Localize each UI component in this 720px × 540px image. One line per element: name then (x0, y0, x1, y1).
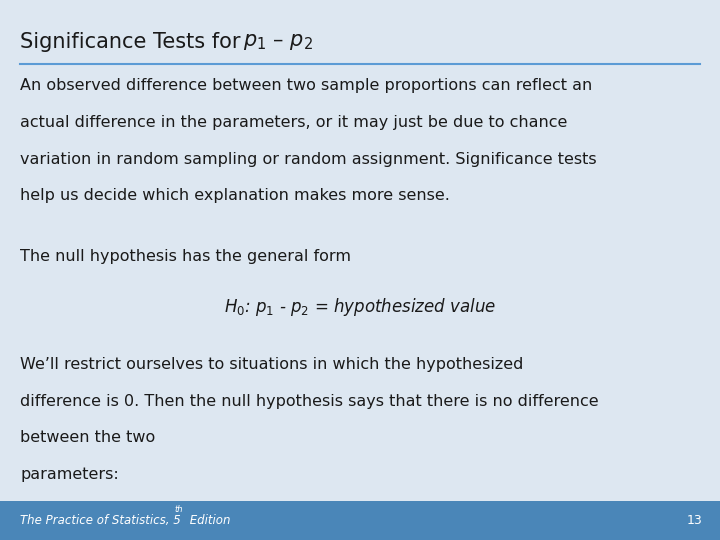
Text: between the two: between the two (20, 430, 156, 445)
Text: $\it{p}_1$ – $\it{p}_2$: $\it{p}_1$ – $\it{p}_2$ (243, 32, 313, 52)
Text: The Practice of Statistics, 5: The Practice of Statistics, 5 (20, 514, 181, 527)
Text: help us decide which explanation makes more sense.: help us decide which explanation makes m… (20, 188, 450, 204)
Text: parameters:: parameters: (20, 467, 119, 482)
Text: variation in random sampling or random assignment. Significance tests: variation in random sampling or random a… (20, 152, 597, 167)
Bar (0, 501, 720, 540)
Text: $H_0$: $p_1$ - $p_2$ = 0 or, alternatively, $H_0$: $p_1$ = $p_2$: $H_0$: $p_1$ - $p_2$ = 0 or, alternative… (165, 504, 555, 526)
Text: We’ll restrict ourselves to situations in which the hypothesized: We’ll restrict ourselves to situations i… (20, 357, 523, 372)
Text: Edition: Edition (186, 514, 230, 527)
Text: Significance Tests for: Significance Tests for (20, 32, 247, 52)
Text: th: th (175, 505, 184, 514)
Text: 13: 13 (686, 514, 702, 527)
Text: $H_0$: $p_1$ - $p_2$ = hypothesized value: $H_0$: $p_1$ - $p_2$ = hypothesized valu… (224, 296, 496, 318)
Text: actual difference in the parameters, or it may just be due to chance: actual difference in the parameters, or … (20, 115, 567, 130)
Text: The null hypothesis has the general form: The null hypothesis has the general form (20, 249, 351, 265)
Text: difference is 0. Then the null hypothesis says that there is no difference: difference is 0. Then the null hypothesi… (20, 394, 599, 409)
Text: An observed difference between two sample proportions can reflect an: An observed difference between two sampl… (20, 78, 593, 93)
